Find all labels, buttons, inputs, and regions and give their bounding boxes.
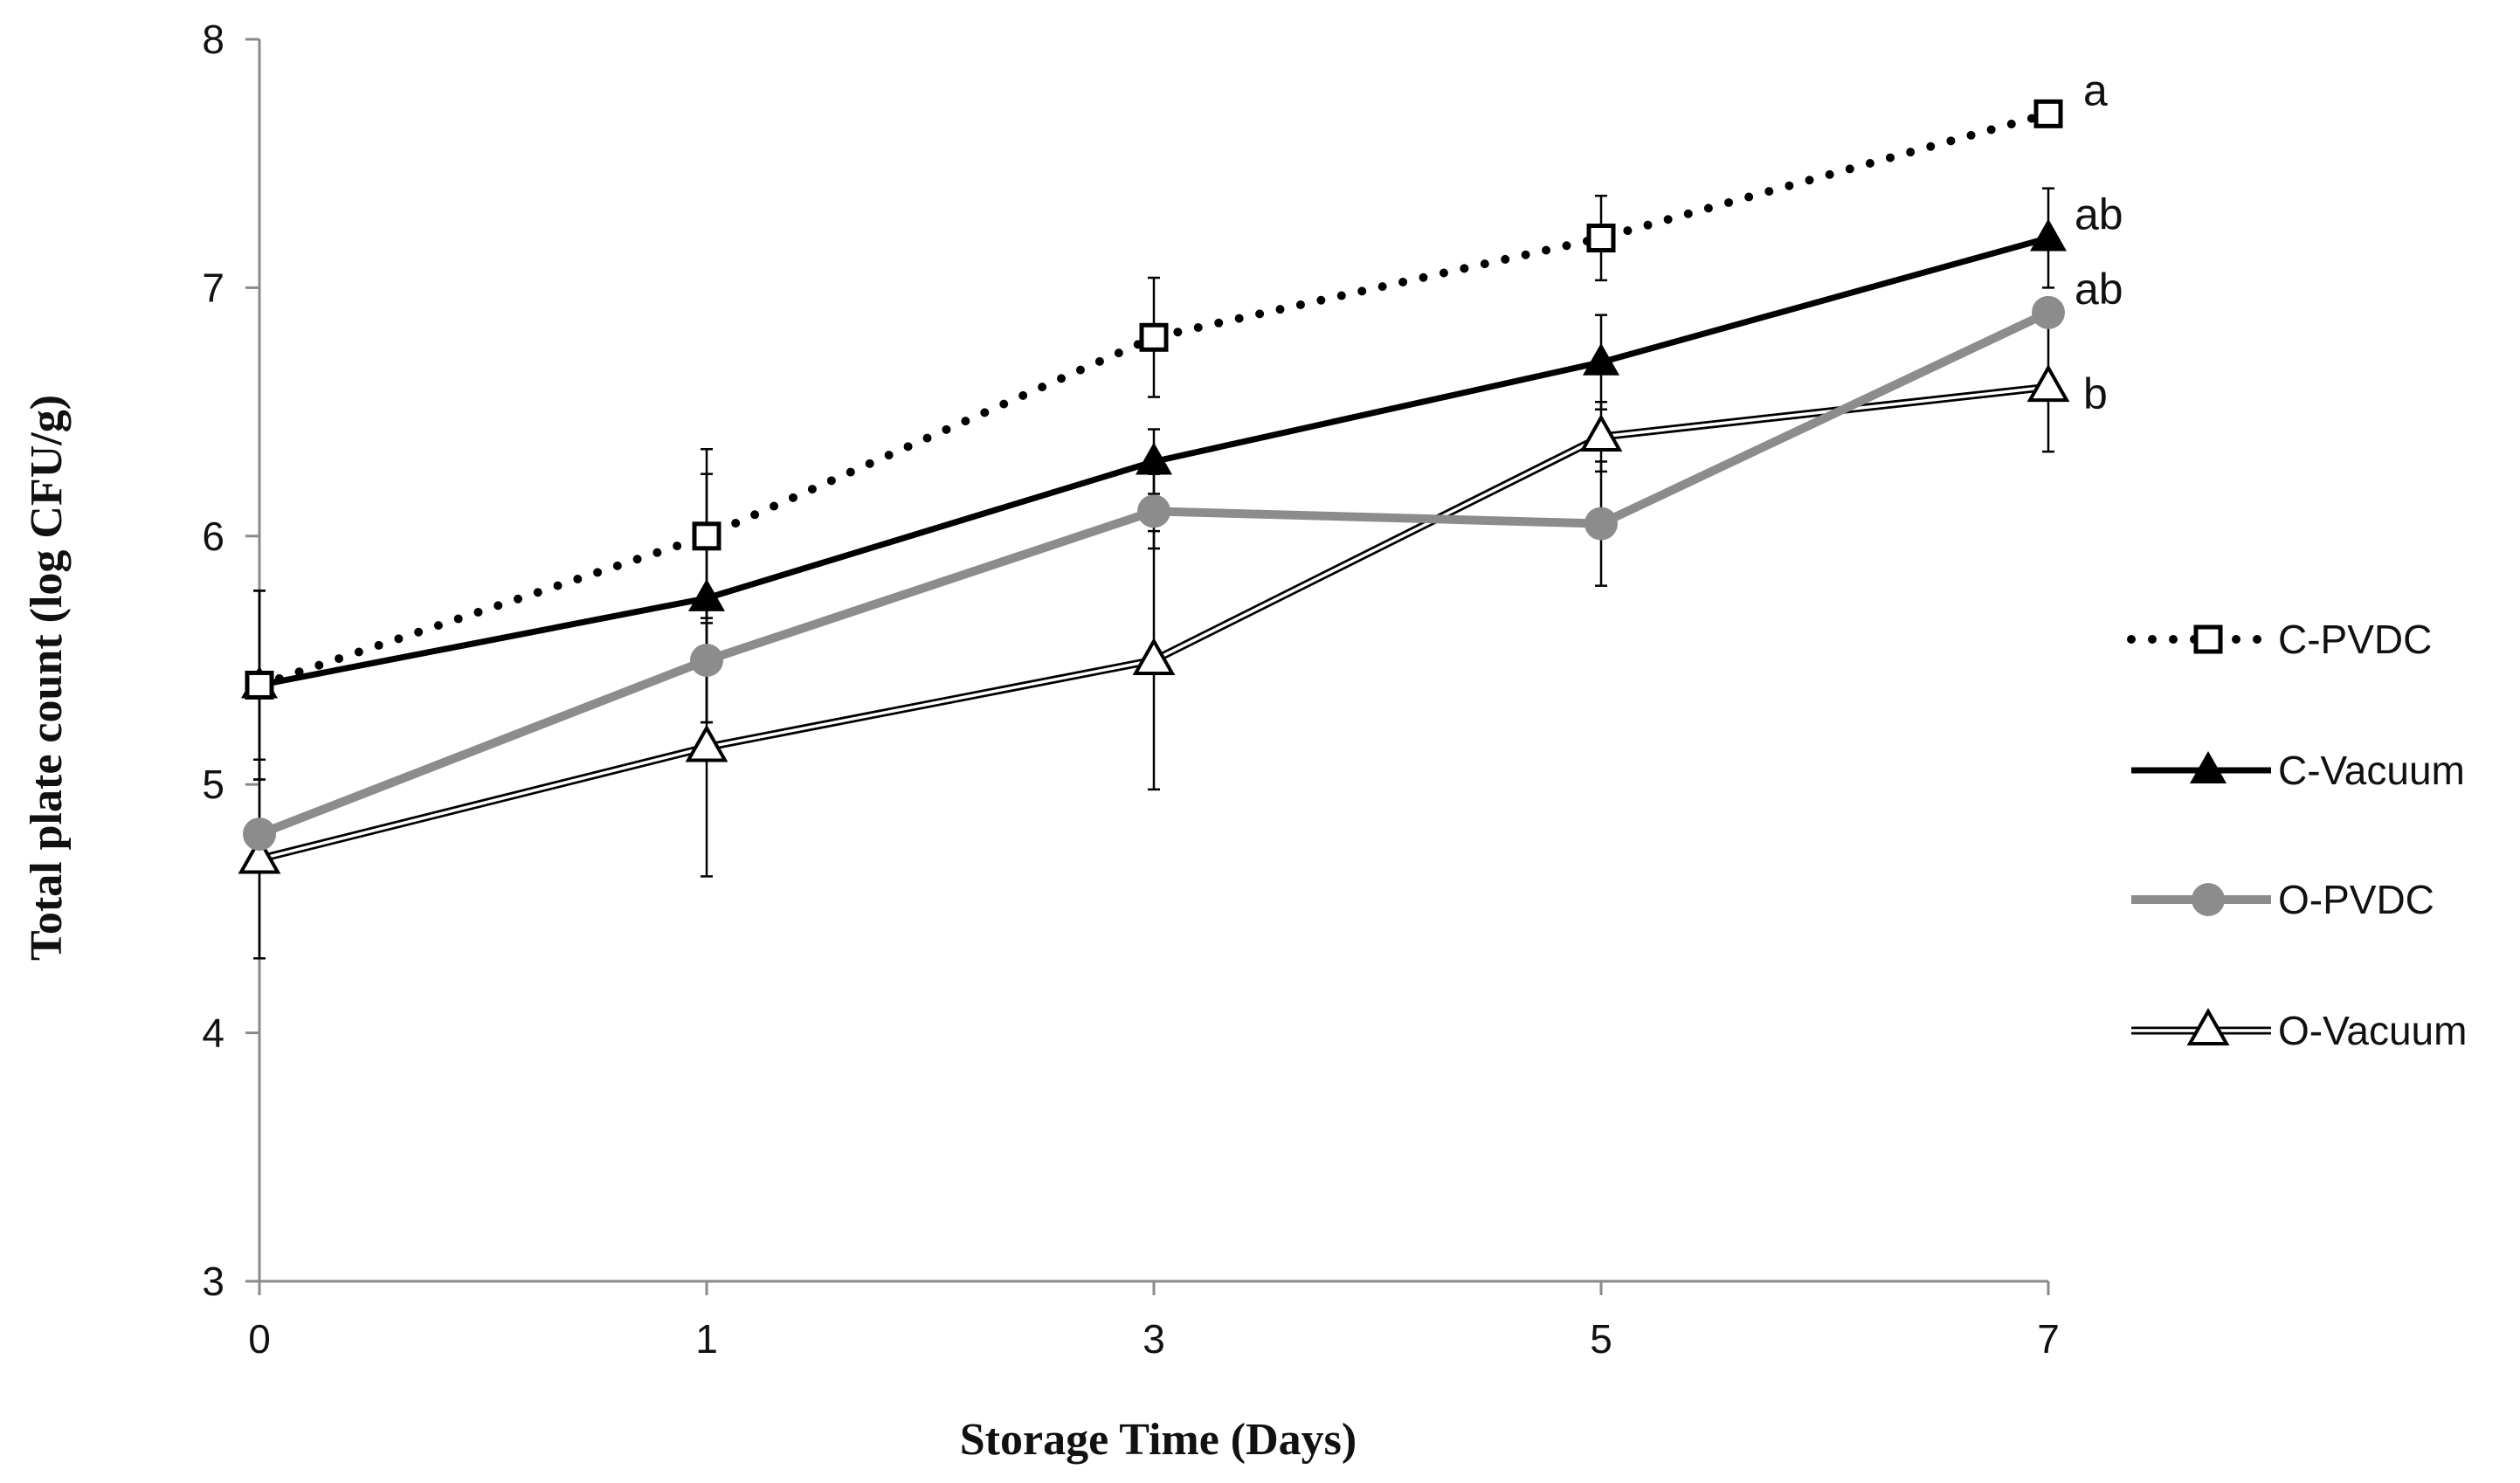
error-bars	[253, 187, 2054, 960]
marker-o-pvdc	[690, 644, 723, 677]
marker-c-vacuum	[2030, 218, 2067, 252]
x-axis-title: Storage Time (Days)	[960, 1415, 1357, 1465]
x-tick-label: 3	[1143, 1316, 1165, 1362]
legend-label-o-vacuum: O-Vacuum	[2278, 1008, 2467, 1053]
legend-label-c-vacuum: C-Vacuum	[2278, 748, 2465, 793]
annotation-c-pvdc: a	[2083, 66, 2108, 114]
y-tick-label: 7	[202, 265, 224, 310]
marker-c-vacuum	[688, 578, 725, 611]
legend-marker-c-vacuum	[2190, 751, 2227, 783]
legend-label-c-pvdc: C-PVDC	[2278, 617, 2432, 662]
y-tick-label: 8	[202, 17, 224, 62]
x-tick-label: 0	[248, 1316, 271, 1362]
marker-o-pvdc	[1584, 507, 1618, 541]
legend: C-PVDC C-Vacuum O-PVDC O-Vacuum	[2127, 617, 2467, 1053]
y-tick-label: 6	[202, 514, 224, 559]
y-tick-label: 4	[202, 1011, 224, 1056]
marker-o-vacuum	[238, 836, 281, 874]
legend-marker-o-pvdc	[2192, 883, 2225, 916]
legend-marker-c-pvdc	[2193, 624, 2223, 654]
annotation-o-pvdc: ab	[2075, 265, 2123, 314]
marker-c-vacuum	[1583, 342, 1619, 376]
annotation-c-vacuum: ab	[2075, 190, 2123, 239]
y-tick-label: 3	[202, 1259, 224, 1304]
marker-c-pvdc	[692, 521, 721, 551]
significance-annotations: a ab ab b	[2075, 66, 2123, 418]
marker-c-pvdc	[1586, 224, 1616, 253]
ticks: 3 4 5 6 7 8 0 1 3 5 7	[202, 17, 2059, 1362]
marker-o-vacuum	[685, 724, 728, 762]
marker-o-vacuum	[1579, 413, 1623, 452]
marker-o-pvdc	[2032, 295, 2065, 329]
x-tick-label: 1	[695, 1316, 718, 1362]
x-tick-label: 7	[2037, 1316, 2060, 1362]
marker-c-pvdc	[2033, 99, 2063, 128]
legend-label-o-pvdc: O-PVDC	[2278, 877, 2434, 922]
y-tick-label: 5	[202, 762, 224, 807]
marker-o-vacuum	[2026, 364, 2070, 403]
marker-o-vacuum	[1132, 637, 1176, 675]
marker-c-pvdc	[245, 670, 274, 700]
marker-o-pvdc	[1137, 494, 1170, 528]
annotation-o-vacuum: b	[2083, 369, 2108, 418]
x-tick-label: 5	[1590, 1316, 1612, 1362]
marker-c-pvdc	[1139, 322, 1169, 352]
y-axis-title: Total plate count (log CFU/g)	[22, 395, 72, 961]
marker-c-vacuum	[1136, 442, 1172, 475]
legend-marker-o-vacuum	[2186, 1007, 2230, 1045]
marker-o-pvdc	[243, 817, 276, 852]
series-markers	[238, 99, 2070, 874]
